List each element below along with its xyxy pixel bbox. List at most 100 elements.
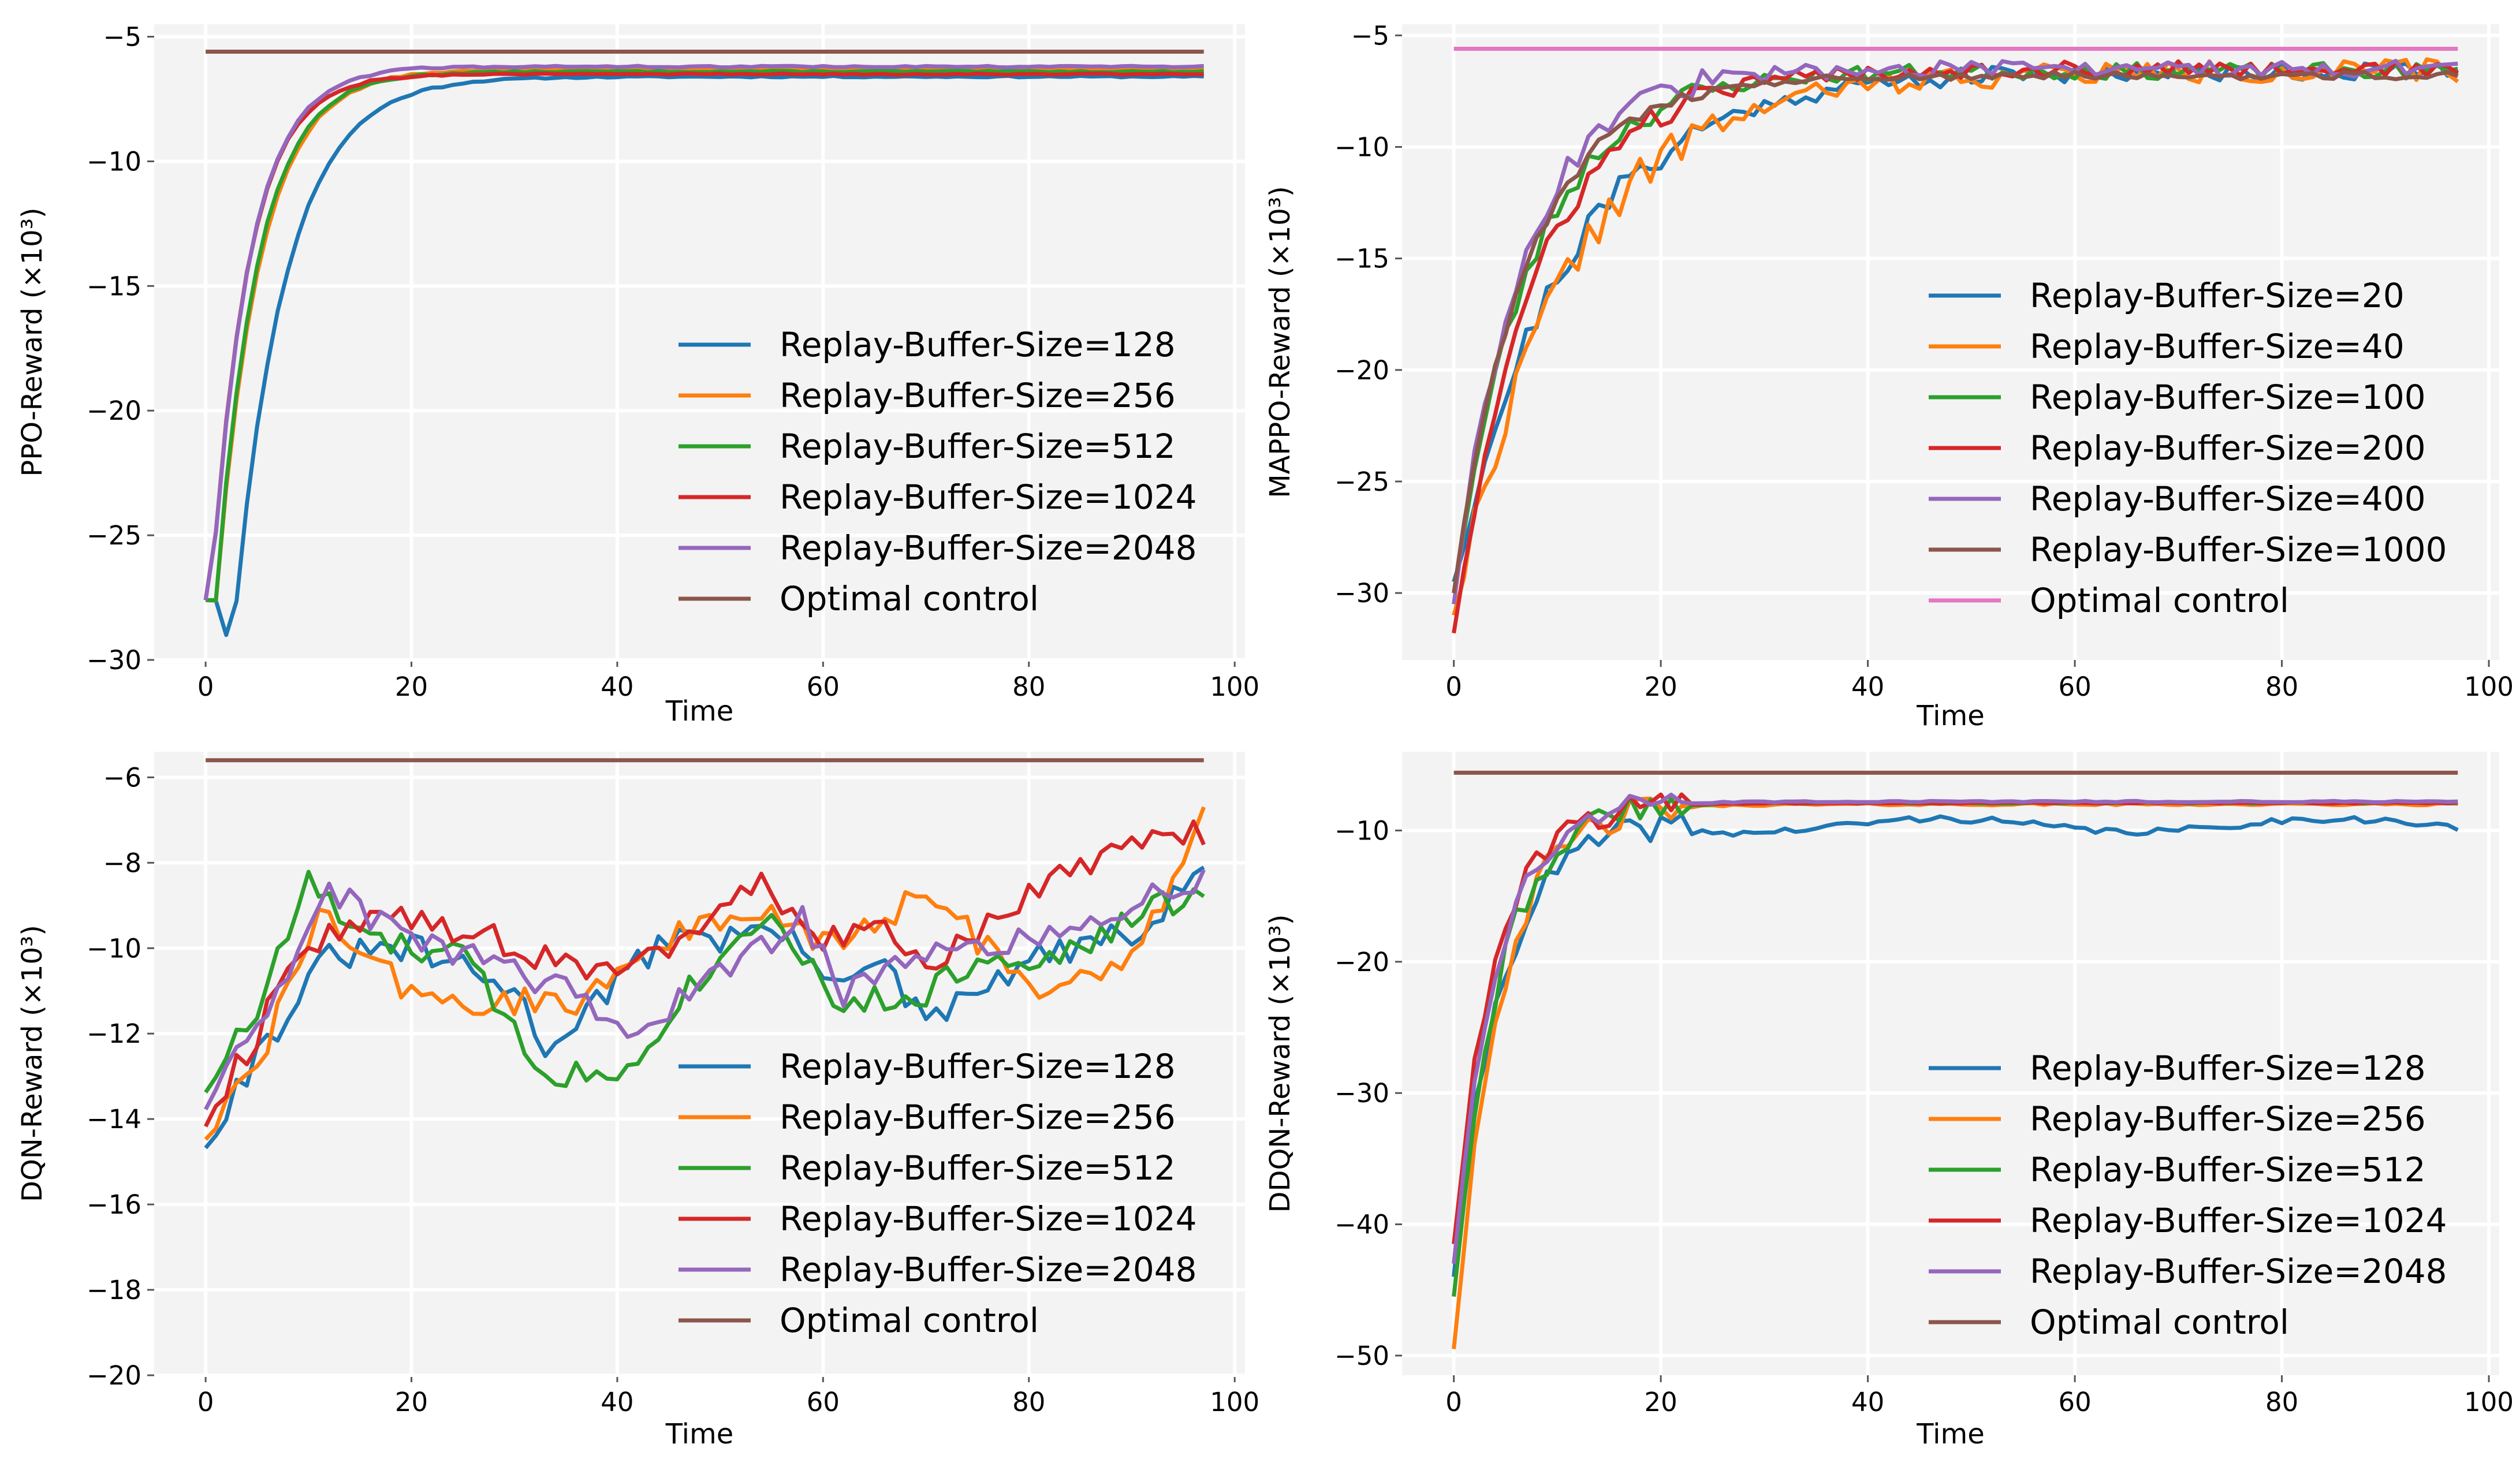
y-tick-label: −6 xyxy=(103,762,141,793)
legend-entry: Replay-Buffer-Size=512 xyxy=(2030,1150,2426,1189)
legend-entry: Replay-Buffer-Size=2048 xyxy=(780,1250,1197,1289)
y-tick-label: −20 xyxy=(87,1360,141,1391)
chart-panel-ddqn: 0 20 40 60 80 100 −10 −20 −30 −40 −50 Time DDQN-Rewa… xyxy=(1264,752,2514,1450)
y-axis-label: PPO-Reward (×10³) xyxy=(16,207,49,476)
x-tick-label: 0 xyxy=(197,1387,214,1417)
y-tick-label: −20 xyxy=(1334,947,1389,977)
x-tick-label: 60 xyxy=(807,1387,840,1417)
plot-background xyxy=(1402,24,2499,660)
legend: Replay-Buffer-Size=20 Replay-Buffer-Size=… xyxy=(1929,276,2447,620)
x-axis-label: Time xyxy=(1916,1418,1984,1450)
legend-entry: Replay-Buffer-Size=256 xyxy=(2030,1099,2426,1139)
x-tick-label: 80 xyxy=(2265,1387,2298,1417)
legend: Replay-Buffer-Size=128 Replay-Buffer-Size… xyxy=(1929,1048,2447,1342)
legend-entry: Replay-Buffer-Size=20 xyxy=(2030,276,2405,315)
legend-entry: Replay-Buffer-Size=2048 xyxy=(780,528,1197,568)
x-tick-label: 40 xyxy=(601,671,633,702)
series-line-5 xyxy=(1452,58,2458,604)
x-tick-label: 20 xyxy=(395,1387,428,1417)
x-axis-label: Time xyxy=(1916,700,1984,732)
y-axis-label: MAPPO-Reward (×10³) xyxy=(1264,186,1296,498)
x-tick-label: 60 xyxy=(2058,1387,2091,1417)
legend-entry: Replay-Buffer-Size=400 xyxy=(2030,479,2426,518)
legend-entry: Replay-Buffer-Size=128 xyxy=(2030,1048,2426,1088)
legend-entry: Replay-Buffer-Size=2048 xyxy=(2030,1252,2447,1291)
y-tick-label: −10 xyxy=(87,146,141,177)
x-tick-label: 20 xyxy=(395,671,428,702)
legend-entry: Replay-Buffer-Size=40 xyxy=(2030,327,2405,366)
y-tick-label: −5 xyxy=(1351,20,1389,51)
x-tick-label: 80 xyxy=(1012,671,1045,702)
y-tick-label: −10 xyxy=(1334,815,1389,846)
series-line-3 xyxy=(204,870,1205,1094)
series-line-5 xyxy=(1452,792,2458,1264)
y-tick-label: −20 xyxy=(87,395,141,426)
y-tick-label: −15 xyxy=(1334,244,1389,274)
legend-entry: Replay-Buffer-Size=1024 xyxy=(780,1199,1197,1238)
plot-background xyxy=(154,24,1245,660)
x-tick-label: 40 xyxy=(601,1387,633,1417)
legend-entry: Replay-Buffer-Size=1000 xyxy=(2030,530,2447,569)
x-tick-label: 20 xyxy=(1644,1387,1677,1417)
series-line-1 xyxy=(204,865,1205,1150)
y-tick-label: −10 xyxy=(1334,132,1389,162)
x-tick-label: 100 xyxy=(2464,1387,2514,1417)
series-line-6 xyxy=(1452,69,2459,594)
y-tick-label: −25 xyxy=(87,520,141,551)
legend-entry: Replay-Buffer-Size=128 xyxy=(780,1047,1176,1086)
x-tick-label: 100 xyxy=(1210,1387,1259,1417)
x-axis-label: Time xyxy=(665,695,733,727)
chart-panel-dqn: 0 20 40 60 80 100 −6 −8 −10 −12 −14 −16 −18 −20 Time DQ… xyxy=(16,752,1259,1450)
y-tick-label: −10 xyxy=(87,933,141,964)
legend-entry: Optimal control xyxy=(2030,581,2289,620)
x-tick-label: 80 xyxy=(1012,1387,1045,1417)
legend: Replay-Buffer-Size=128 Replay-Buffer-Size… xyxy=(679,325,1197,618)
chart-panel-mappo: 0 20 40 60 80 100 −5 −10 −15 −20 −25 −30 Time MAPPO-R… xyxy=(1264,20,2514,732)
x-tick-label: 60 xyxy=(2058,671,2091,702)
x-tick-label: 100 xyxy=(2464,671,2514,702)
series-line-4 xyxy=(1452,59,2459,634)
y-tick-label: −18 xyxy=(87,1275,141,1305)
legend-entry: Optimal control xyxy=(2030,1303,2289,1342)
x-tick-label: 40 xyxy=(1851,1387,1884,1417)
legend-entry: Replay-Buffer-Size=256 xyxy=(780,1098,1176,1137)
legend-entry: Replay-Buffer-Size=256 xyxy=(780,376,1176,415)
series-line-4 xyxy=(203,71,1204,600)
y-tick-label: −20 xyxy=(1334,355,1389,386)
series-line-1 xyxy=(205,73,1204,637)
legend-entry: Optimal control xyxy=(780,579,1039,618)
legend-entry: Replay-Buffer-Size=128 xyxy=(780,325,1176,364)
y-tick-label: −5 xyxy=(103,22,141,53)
y-tick-label: −30 xyxy=(1334,1078,1389,1109)
legend-entry: Replay-Buffer-Size=1024 xyxy=(780,477,1197,517)
legend: Replay-Buffer-Size=128 Replay-Buffer-Size… xyxy=(679,1047,1197,1340)
y-tick-label: −30 xyxy=(87,645,141,676)
legend-entry: Replay-Buffer-Size=512 xyxy=(780,427,1176,466)
x-axis-label: Time xyxy=(665,1418,733,1450)
y-tick-label: −16 xyxy=(87,1189,141,1220)
series-line-2 xyxy=(204,806,1206,1141)
x-tick-label: 20 xyxy=(1644,671,1677,702)
y-tick-label: −50 xyxy=(1334,1341,1389,1371)
y-tick-label: −14 xyxy=(87,1104,141,1135)
y-tick-label: −25 xyxy=(1334,467,1389,497)
chart-panel-ppo: 0 20 40 60 80 100 −5 −10 −15 −20 −25 −30 Time PPO-Rew… xyxy=(16,22,1259,727)
legend-entry: Replay-Buffer-Size=200 xyxy=(2030,428,2426,468)
y-tick-label: −15 xyxy=(87,271,141,301)
x-tick-label: 40 xyxy=(1851,671,1884,702)
x-tick-label: 0 xyxy=(197,671,214,702)
legend-entry: Replay-Buffer-Size=512 xyxy=(780,1148,1176,1188)
x-tick-label: 100 xyxy=(1210,671,1259,702)
series-line-5 xyxy=(203,869,1206,1111)
series-line-5 xyxy=(203,64,1204,600)
y-tick-label: −30 xyxy=(1334,578,1389,609)
x-tick-label: 60 xyxy=(807,671,840,702)
x-tick-label: 0 xyxy=(1445,1387,1462,1417)
y-tick-label: −12 xyxy=(87,1018,141,1049)
y-tick-label: −8 xyxy=(103,848,141,878)
y-axis-label: DDQN-Reward (×10³) xyxy=(1264,915,1296,1213)
x-tick-label: 80 xyxy=(2265,671,2298,702)
legend-entry: Replay-Buffer-Size=100 xyxy=(2030,378,2426,417)
x-tick-label: 0 xyxy=(1445,671,1462,702)
